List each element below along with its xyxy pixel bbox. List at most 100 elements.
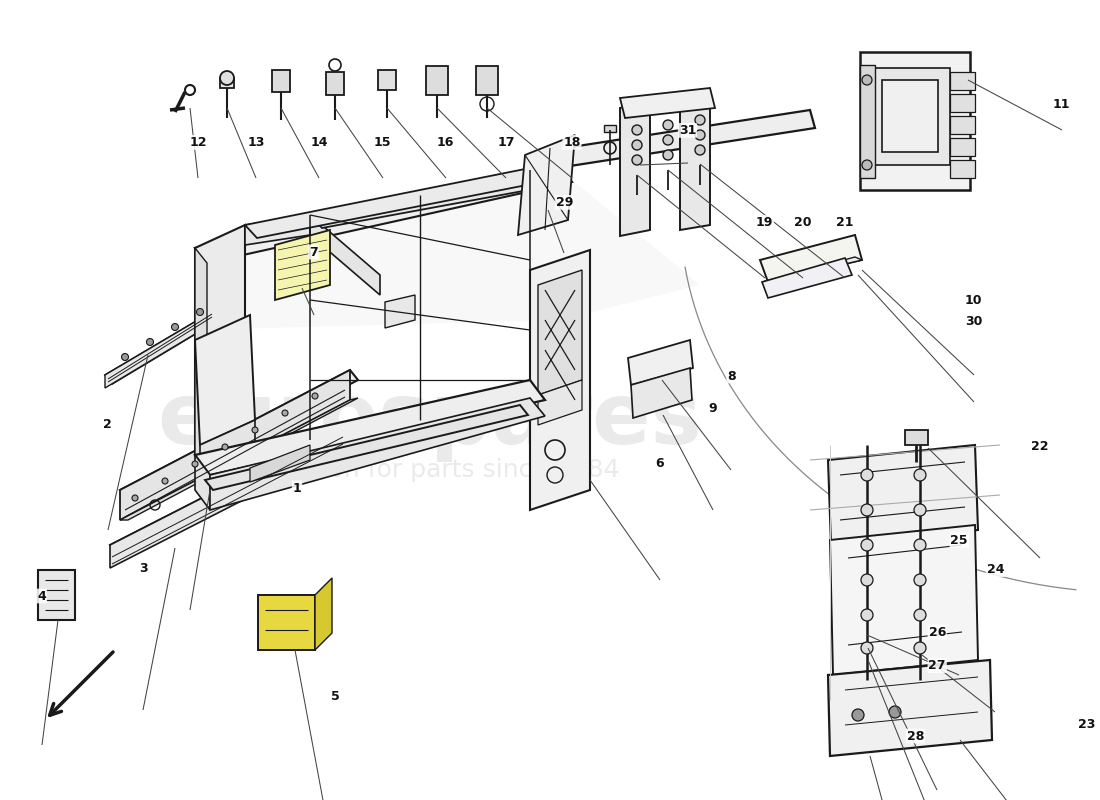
Circle shape (282, 410, 288, 416)
Text: 5: 5 (331, 690, 340, 702)
Circle shape (861, 642, 873, 654)
Text: 13: 13 (248, 136, 265, 149)
Circle shape (862, 75, 872, 85)
Polygon shape (565, 110, 815, 166)
Circle shape (861, 609, 873, 621)
Polygon shape (860, 52, 970, 190)
Polygon shape (200, 420, 255, 480)
Polygon shape (110, 425, 345, 568)
Polygon shape (950, 138, 975, 156)
Text: 29: 29 (556, 196, 573, 209)
Circle shape (663, 120, 673, 130)
Text: 21: 21 (836, 216, 854, 229)
Circle shape (197, 309, 204, 315)
Text: 27: 27 (928, 659, 946, 672)
Circle shape (312, 393, 318, 399)
Text: a passion for parts since 1984: a passion for parts since 1984 (241, 458, 619, 482)
Circle shape (632, 155, 642, 165)
Polygon shape (620, 88, 715, 118)
Polygon shape (104, 310, 222, 384)
Polygon shape (950, 160, 975, 178)
Text: 30: 30 (965, 315, 982, 328)
Polygon shape (245, 168, 542, 238)
Polygon shape (538, 380, 582, 425)
Circle shape (695, 130, 705, 140)
Circle shape (914, 574, 926, 586)
Polygon shape (310, 168, 572, 228)
Polygon shape (760, 235, 862, 282)
Polygon shape (538, 270, 582, 395)
Circle shape (172, 323, 178, 330)
Circle shape (132, 495, 138, 501)
Polygon shape (476, 66, 498, 95)
Polygon shape (195, 380, 544, 475)
Polygon shape (326, 72, 344, 95)
Polygon shape (762, 257, 862, 282)
Text: 26: 26 (928, 626, 946, 638)
Text: 15: 15 (374, 136, 392, 149)
Polygon shape (120, 398, 358, 520)
Polygon shape (762, 258, 852, 298)
Text: 12: 12 (189, 136, 207, 149)
Polygon shape (220, 78, 234, 88)
Polygon shape (860, 65, 875, 178)
Polygon shape (530, 250, 590, 510)
Circle shape (632, 125, 642, 135)
Text: 22: 22 (1031, 440, 1048, 453)
Polygon shape (258, 595, 315, 650)
Text: 20: 20 (794, 216, 812, 229)
Circle shape (862, 160, 872, 170)
Polygon shape (518, 135, 575, 235)
Polygon shape (315, 578, 332, 650)
Polygon shape (828, 660, 992, 756)
Polygon shape (828, 445, 978, 545)
Text: 9: 9 (708, 402, 717, 414)
Polygon shape (250, 445, 310, 482)
Text: 7: 7 (309, 246, 318, 258)
Polygon shape (205, 405, 528, 490)
Circle shape (162, 478, 168, 484)
Circle shape (695, 145, 705, 155)
Polygon shape (310, 215, 380, 295)
Circle shape (861, 574, 873, 586)
Circle shape (914, 504, 926, 516)
Text: 8: 8 (727, 370, 736, 382)
Polygon shape (110, 425, 352, 555)
Polygon shape (275, 230, 330, 300)
Circle shape (663, 135, 673, 145)
Polygon shape (39, 570, 75, 620)
Polygon shape (882, 80, 938, 152)
Circle shape (146, 338, 154, 346)
Polygon shape (120, 370, 358, 500)
Text: 17: 17 (497, 136, 515, 149)
Circle shape (914, 609, 926, 621)
Circle shape (861, 469, 873, 481)
Circle shape (695, 115, 705, 125)
Circle shape (889, 706, 901, 718)
Polygon shape (210, 398, 544, 510)
Polygon shape (378, 70, 396, 90)
Polygon shape (272, 70, 290, 92)
Polygon shape (195, 455, 210, 510)
Polygon shape (195, 170, 700, 330)
Polygon shape (950, 94, 975, 112)
Text: 11: 11 (1053, 98, 1070, 110)
Polygon shape (104, 310, 214, 388)
Circle shape (632, 140, 642, 150)
Text: eurospares: eurospares (157, 378, 703, 462)
Circle shape (252, 427, 258, 433)
Polygon shape (385, 295, 415, 328)
Circle shape (914, 539, 926, 551)
Circle shape (914, 469, 926, 481)
Text: 6: 6 (656, 458, 664, 470)
Polygon shape (830, 525, 978, 675)
Circle shape (222, 444, 228, 450)
Circle shape (914, 642, 926, 654)
Polygon shape (950, 116, 975, 134)
Text: 18: 18 (563, 136, 581, 149)
Polygon shape (120, 370, 350, 520)
Circle shape (861, 539, 873, 551)
Polygon shape (426, 66, 448, 95)
Text: 25: 25 (950, 534, 968, 546)
Text: 10: 10 (965, 294, 982, 306)
